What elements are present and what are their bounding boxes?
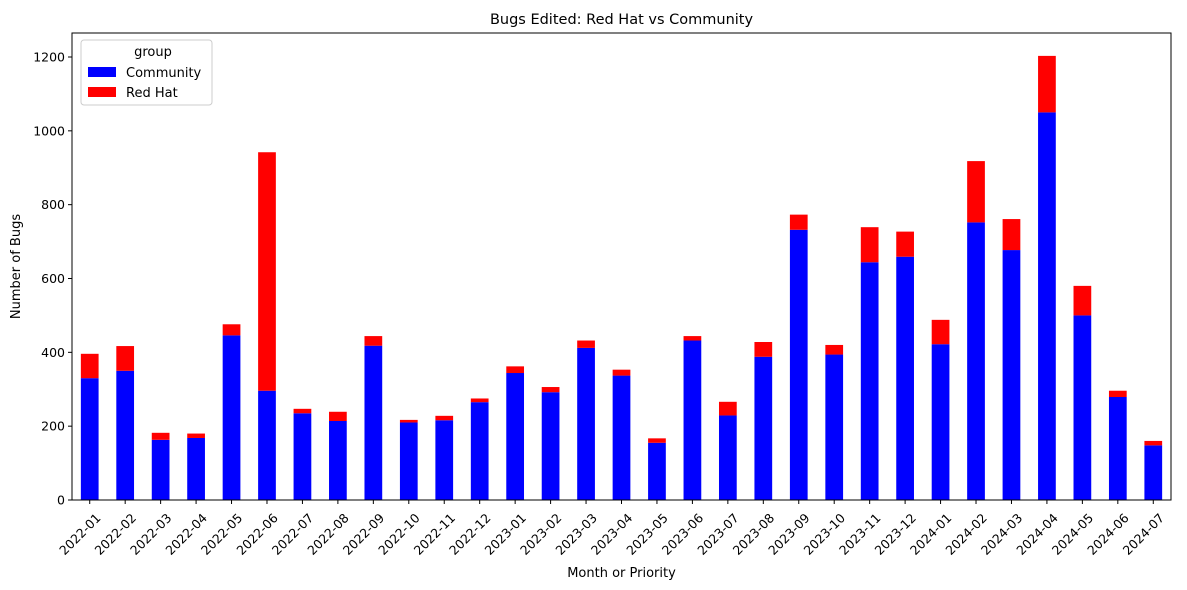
bar-red-hat-2022-03	[151, 432, 170, 440]
x-axis: 2022-012022-022022-032022-042022-052022-…	[56, 500, 1167, 558]
y-tick-label: 600	[41, 271, 65, 286]
y-tick-label: 1000	[33, 123, 65, 138]
bar-community-2022-09	[364, 345, 383, 500]
bar-community-2023-01	[506, 373, 525, 500]
bar-red-hat-2023-07	[718, 401, 737, 416]
bar-community-2023-12	[896, 256, 914, 500]
bar-community-2023-05	[648, 442, 666, 500]
legend-label-community: Community	[126, 66, 202, 81]
bar-community-2024-03	[1002, 250, 1021, 500]
bar-red-hat-2023-09	[789, 214, 808, 230]
plot-frame	[71, 32, 1172, 501]
bar-community-2024-06	[1108, 397, 1127, 500]
legend-title: group	[134, 45, 172, 60]
bar-red-hat-2022-02	[116, 346, 135, 371]
bar-community-2023-02	[541, 392, 560, 500]
bar-red-hat-2023-01	[506, 366, 525, 374]
bar-community-2023-08	[754, 356, 773, 500]
bar-red-hat-2023-06	[683, 336, 702, 341]
bar-red-hat-2022-11	[435, 415, 454, 421]
bar-community-2022-10	[399, 422, 418, 500]
bar-community-2022-08	[329, 421, 347, 500]
bar-red-hat-2024-01	[931, 319, 950, 345]
bar-red-hat-2022-08	[329, 411, 347, 421]
bar-red-hat-2023-03	[577, 340, 595, 348]
chart-title: Bugs Edited: Red Hat vs Community	[490, 12, 754, 28]
bar-community-2022-03	[151, 439, 170, 500]
legend-swatch-red-hat	[88, 87, 116, 97]
bar-community-2022-12	[470, 402, 489, 500]
bar-community-2022-01	[80, 378, 99, 500]
bar-community-2023-11	[860, 262, 879, 500]
bar-community-2022-07	[293, 413, 312, 500]
bar-red-hat-2024-04	[1038, 55, 1056, 113]
y-tick-label: 400	[41, 345, 65, 360]
y-tick-label: 0	[57, 493, 65, 508]
bar-red-hat-2022-12	[470, 398, 489, 403]
bar-community-2023-04	[612, 375, 631, 500]
bar-red-hat-2024-06	[1108, 390, 1127, 398]
legend-label-red-hat: Red Hat	[126, 86, 178, 101]
bars-layer	[80, 55, 1163, 501]
bar-red-hat-2023-11	[860, 227, 879, 263]
bar-red-hat-2023-08	[754, 342, 773, 357]
bar-red-hat-2022-06	[258, 152, 276, 391]
y-axis: 0 200 400 600 800 1000 1200	[33, 49, 72, 508]
bar-community-2024-05	[1073, 315, 1092, 500]
bar-red-hat-2023-05	[648, 438, 666, 443]
bar-community-2023-09	[789, 229, 808, 500]
x-axis-label: Month or Priority	[567, 566, 676, 581]
bar-community-2023-06	[683, 340, 702, 500]
bar-red-hat-2024-02	[967, 161, 985, 223]
bar-community-2023-03	[577, 347, 595, 500]
y-axis-label: Number of Bugs	[9, 214, 24, 319]
bar-community-2023-07	[718, 415, 737, 500]
bar-community-2023-10	[825, 354, 844, 500]
legend-swatch-community	[88, 67, 116, 77]
bar-community-2024-02	[967, 222, 985, 500]
bar-community-2022-02	[116, 370, 135, 500]
bar-community-2024-01	[931, 344, 950, 500]
legend: group Community Red Hat	[80, 39, 213, 106]
bar-red-hat-2024-05	[1073, 285, 1092, 316]
bar-red-hat-2023-12	[896, 231, 914, 257]
bar-red-hat-2022-05	[222, 324, 241, 336]
bar-community-2022-05	[222, 335, 241, 500]
bar-red-hat-2022-07	[293, 408, 312, 414]
bar-community-2022-11	[435, 420, 454, 500]
bar-red-hat-2022-04	[187, 433, 205, 438]
y-tick-label: 800	[41, 197, 65, 212]
bar-red-hat-2023-10	[825, 344, 844, 355]
y-tick-label: 200	[41, 419, 65, 434]
bar-red-hat-2023-02	[541, 387, 560, 393]
bar-community-2022-04	[187, 437, 205, 500]
bar-community-2024-04	[1038, 112, 1056, 501]
bar-red-hat-2022-01	[80, 353, 99, 379]
bar-red-hat-2022-09	[364, 336, 383, 346]
bar-community-2024-07	[1144, 445, 1163, 500]
bar-red-hat-2024-03	[1002, 219, 1021, 251]
bar-community-2022-06	[258, 390, 276, 500]
bar-red-hat-2023-04	[612, 369, 631, 376]
bar-red-hat-2022-10	[399, 419, 418, 423]
y-tick-label: 1200	[33, 49, 65, 64]
bar-red-hat-2024-07	[1144, 440, 1163, 446]
